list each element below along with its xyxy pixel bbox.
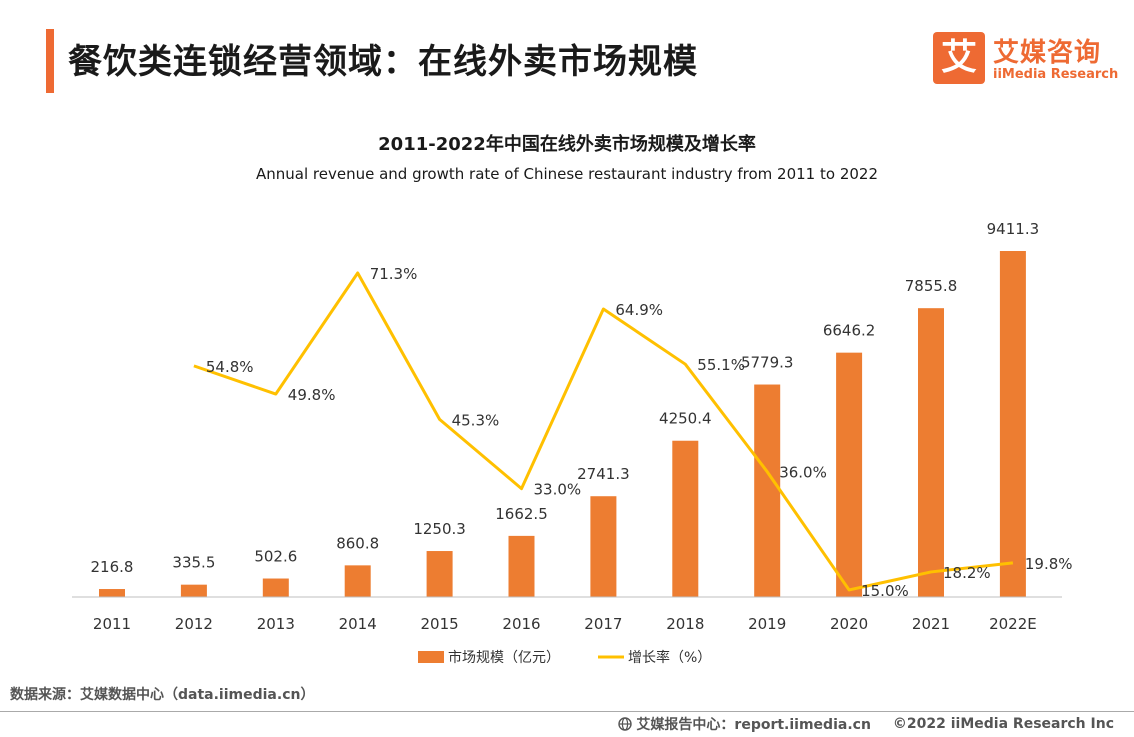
bar (672, 440, 699, 597)
line-value-label: 33.0% (534, 481, 582, 499)
line-value-label: 15.0% (861, 582, 909, 600)
bar-value-label: 2741.3 (577, 465, 630, 483)
bar (754, 384, 781, 597)
bar (344, 565, 371, 597)
title-accent-bar (46, 29, 54, 93)
x-tick-label: 2012 (175, 615, 213, 633)
x-tick-label: 2019 (748, 615, 786, 633)
x-tick-label: 2011 (93, 615, 131, 633)
bar-value-label: 6646.2 (823, 322, 876, 340)
iimedia-logo: 艾 艾媒咨询 iiMedia Research (933, 32, 1118, 88)
line-value-label: 64.9% (615, 301, 663, 319)
bar-value-label: 502.6 (254, 548, 297, 566)
x-tick-label: 2017 (584, 615, 622, 633)
footer: 艾媒报告中心：report.iimedia.cn ©2022 iiMedia R… (618, 714, 1114, 734)
logo-english-name: iiMedia Research (993, 67, 1119, 82)
line-value-label: 49.8% (288, 386, 336, 404)
bar-value-label: 335.5 (172, 554, 215, 572)
line-value-label: 71.3% (370, 265, 418, 283)
bar-value-label: 1662.5 (495, 505, 548, 523)
bar-value-label: 9411.3 (987, 220, 1040, 238)
bar (999, 251, 1026, 597)
line-value-label: 54.8% (206, 358, 254, 376)
bar-value-label: 860.8 (336, 534, 379, 552)
legend-line-label: 增长率（%） (628, 649, 711, 666)
copyright: ©2022 iiMedia Research Inc (892, 716, 1114, 732)
line-value-label: 36.0% (779, 464, 827, 482)
bar (590, 496, 617, 597)
legend-bar-swatch (418, 651, 444, 663)
logo-chinese-name: 艾媒咨询 (993, 38, 1102, 68)
x-tick-label: 2020 (830, 615, 868, 633)
bar (508, 535, 535, 597)
bar (918, 308, 944, 597)
bar (426, 551, 453, 597)
line-value-label: 19.8% (1025, 555, 1073, 573)
bar (99, 589, 125, 597)
logo-mark: 艾 (933, 32, 985, 84)
page-title: 餐饮类连锁经营领域：在线外卖市场规模 (68, 42, 698, 82)
bar-value-label: 7855.8 (905, 277, 958, 295)
legend-bar-label: 市场规模（亿元） (448, 649, 560, 666)
line-value-label: 45.3% (452, 411, 500, 429)
line-value-label: 18.2% (943, 564, 991, 582)
x-tick-label: 2016 (502, 615, 540, 633)
chart-subtitle: Annual revenue and growth rate of Chines… (255, 165, 878, 183)
x-tick-label: 2021 (912, 615, 950, 633)
report-center-link[interactable]: 艾媒报告中心：report.iimedia.cn (636, 717, 871, 733)
growth-rate-line (193, 271, 1014, 592)
footer-divider (0, 711, 1134, 712)
globe-icon (618, 717, 633, 731)
bar (180, 584, 207, 597)
x-tick-label: 2018 (666, 615, 704, 633)
bar-value-label: 5779.3 (741, 354, 794, 372)
x-tick-label: 2013 (257, 615, 295, 633)
line-value-label: 55.1% (697, 356, 745, 374)
bar-value-label: 216.8 (91, 558, 134, 576)
x-tick-label: 2022E (989, 615, 1037, 633)
bar (262, 578, 289, 597)
bar (836, 352, 863, 597)
data-source: 数据来源：艾媒数据中心（data.iimedia.cn） (10, 687, 315, 703)
bar-value-label: 1250.3 (413, 520, 466, 538)
bar-value-label: 4250.4 (659, 410, 712, 428)
x-tick-label: 2015 (421, 615, 459, 633)
x-tick-label: 2014 (339, 615, 377, 633)
chart-title: 2011-2022年中国在线外卖市场规模及增长率 (378, 134, 756, 155)
